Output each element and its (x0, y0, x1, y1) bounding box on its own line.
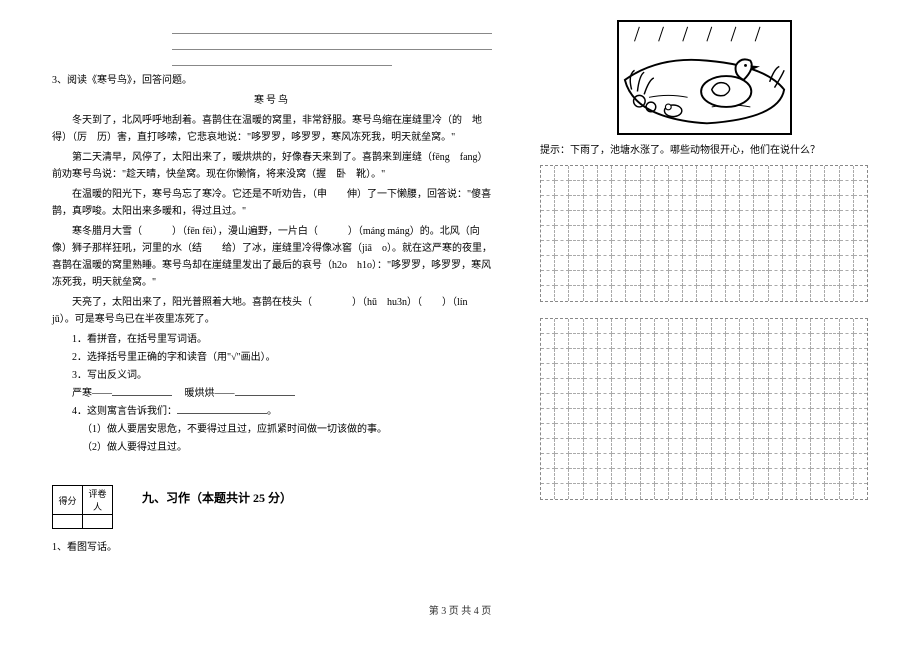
section-9-title: 九、习作（本题共计 25 分） (142, 457, 492, 506)
story-p4: 寒冬腊月大雪（ ）（fēn fēi），漫山遍野，一片白（ ）（máng máng… (52, 223, 492, 291)
left-column: 3、阅读《寒号鸟》，回答问题。 寒号鸟 冬天到了，北风呼呼地刮着。喜鹊住在温暖的… (40, 20, 516, 580)
sub-q3-blanks: 严寒—— 暖烘烘—— (72, 385, 492, 403)
sub-q4-opt2: （2）做人要得过且过。 (82, 439, 492, 457)
grader-label: 评卷人 (83, 486, 113, 515)
page-footer: 第 3 页 共 4 页 (0, 580, 920, 610)
sub-q4: 4．这则寓言告诉我们：。 (72, 403, 492, 421)
writing-grids (540, 165, 868, 500)
score-box: 得分 评卷人 (52, 485, 113, 529)
question-3: 3、阅读《寒号鸟》，回答问题。 (52, 72, 492, 89)
score-label: 得分 (53, 486, 83, 515)
writing-q1: 1、看图写话。 (52, 539, 492, 556)
answer-blank-lines (172, 20, 492, 66)
antonym-a-blank[interactable] (112, 386, 172, 396)
story-title: 寒号鸟 (52, 92, 492, 109)
story-p1: 冬天到了，北风呼呼地刮着。喜鹊住在温暖的窝里，非常舒服。寒号鸟缩在崖缝里冷（的 … (52, 112, 492, 146)
right-column: 提示：下雨了，池塘水涨了。哪些动物很开心，他们在说什么？ (516, 20, 880, 580)
story-p3: 在温暖的阳光下，寒号鸟忘了寒冷。它还是不听劝告，（申 伸）了一下懒腰，回答说："… (52, 186, 492, 220)
story-p2: 第二天清早，风停了，太阳出来了，暖烘烘的，好像春天来到了。喜鹊来到崖缝（fēng… (52, 149, 492, 183)
sub-q3: 3．写出反义词。 (72, 367, 492, 385)
writing-hint: 提示：下雨了，池塘水涨了。哪些动物很开心，他们在说什么？ (540, 143, 868, 159)
antonym-a-label: 严寒—— (72, 388, 112, 399)
grader-cell[interactable] (83, 515, 113, 529)
writing-grid-1[interactable] (540, 165, 868, 302)
antonym-b-label: 暖烘烘—— (185, 388, 235, 399)
story-p5: 天亮了，太阳出来了，阳光普照着大地。喜鹊在枝头（ ）（hū hu3n）（ ）（l… (52, 294, 492, 328)
antonym-b-blank[interactable] (235, 386, 295, 396)
writing-picture (617, 20, 792, 135)
writing-grid-2[interactable] (540, 318, 868, 500)
sub-q1: 1．看拼音，在括号里写词语。 (72, 331, 492, 349)
moral-blank[interactable] (177, 404, 267, 414)
score-cell[interactable] (53, 515, 83, 529)
duck-pond-illustration (619, 22, 790, 133)
sub-q2: 2．选择括号里正确的字和读音（用"√"画出）。 (72, 349, 492, 367)
sub-q4-opt1: （1）做人要居安思危，不要得过且过，应抓紧时间做一切该做的事。 (82, 421, 492, 439)
